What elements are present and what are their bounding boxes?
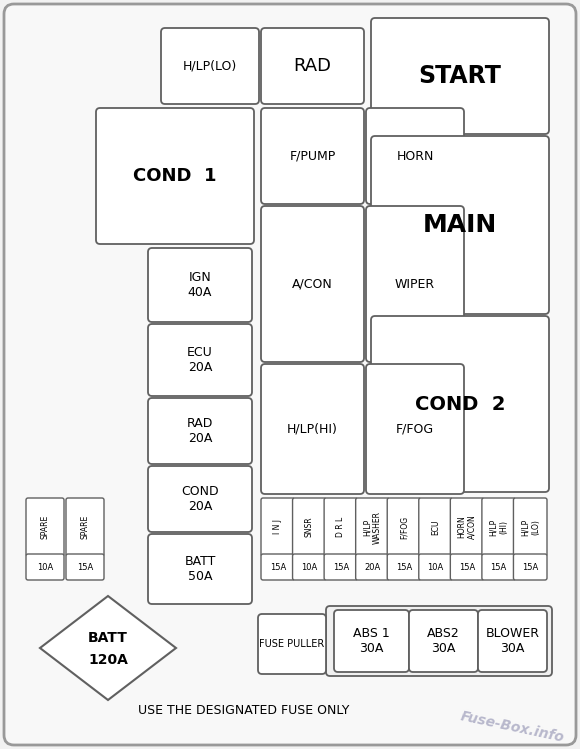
FancyBboxPatch shape <box>148 248 252 322</box>
FancyBboxPatch shape <box>261 364 364 494</box>
Text: WIPER: WIPER <box>395 277 435 291</box>
Text: 15A: 15A <box>333 562 349 571</box>
Text: 10A: 10A <box>427 562 444 571</box>
Text: BATT: BATT <box>88 631 128 645</box>
FancyBboxPatch shape <box>148 534 252 604</box>
FancyBboxPatch shape <box>356 554 389 580</box>
FancyBboxPatch shape <box>66 554 104 580</box>
Text: SPARE: SPARE <box>81 515 89 539</box>
FancyBboxPatch shape <box>513 498 547 556</box>
FancyBboxPatch shape <box>324 554 358 580</box>
FancyBboxPatch shape <box>450 554 484 580</box>
Text: 15A: 15A <box>77 562 93 571</box>
Text: MAIN: MAIN <box>423 213 497 237</box>
FancyBboxPatch shape <box>371 18 549 134</box>
FancyBboxPatch shape <box>96 108 254 244</box>
Text: SNSR: SNSR <box>305 517 314 537</box>
FancyBboxPatch shape <box>387 554 420 580</box>
FancyBboxPatch shape <box>26 554 64 580</box>
FancyBboxPatch shape <box>409 610 478 672</box>
FancyBboxPatch shape <box>513 554 547 580</box>
FancyBboxPatch shape <box>261 498 295 556</box>
FancyBboxPatch shape <box>450 498 484 556</box>
Text: COND  2: COND 2 <box>415 395 505 413</box>
Text: D R L: D R L <box>336 517 345 537</box>
FancyBboxPatch shape <box>292 498 326 556</box>
FancyBboxPatch shape <box>334 610 409 672</box>
Text: 120A: 120A <box>88 653 128 667</box>
Text: USE THE DESIGNATED FUSE ONLY: USE THE DESIGNATED FUSE ONLY <box>138 705 349 718</box>
FancyBboxPatch shape <box>258 614 326 674</box>
FancyBboxPatch shape <box>419 498 452 556</box>
FancyBboxPatch shape <box>148 324 252 396</box>
Text: ECU
20A: ECU 20A <box>187 346 213 374</box>
Text: 10A: 10A <box>301 562 317 571</box>
Text: H/LP
WASHER: H/LP WASHER <box>362 511 382 544</box>
Text: 15A: 15A <box>270 562 286 571</box>
FancyBboxPatch shape <box>261 554 295 580</box>
FancyBboxPatch shape <box>292 554 326 580</box>
FancyBboxPatch shape <box>26 498 64 556</box>
Text: 20A: 20A <box>364 562 380 571</box>
Text: RAD
20A: RAD 20A <box>187 417 213 445</box>
FancyBboxPatch shape <box>482 554 516 580</box>
Text: START: START <box>419 64 502 88</box>
Text: BATT
50A: BATT 50A <box>184 555 216 583</box>
Text: F/FOG: F/FOG <box>396 422 434 435</box>
Text: FUSE PULLER: FUSE PULLER <box>259 639 325 649</box>
Text: 15A: 15A <box>522 562 538 571</box>
FancyBboxPatch shape <box>366 108 464 204</box>
FancyBboxPatch shape <box>66 498 104 556</box>
Text: ECU: ECU <box>431 519 440 535</box>
FancyBboxPatch shape <box>148 466 252 532</box>
Polygon shape <box>40 596 176 700</box>
Text: 15A: 15A <box>459 562 475 571</box>
FancyBboxPatch shape <box>148 398 252 464</box>
Text: HORN: HORN <box>396 150 434 163</box>
Text: RAD: RAD <box>293 57 332 75</box>
Text: ABS2
30A: ABS2 30A <box>427 627 460 655</box>
Text: BLOWER
30A: BLOWER 30A <box>485 627 539 655</box>
Text: H/LP
(HI): H/LP (HI) <box>489 518 508 536</box>
Text: ABS 1
30A: ABS 1 30A <box>353 627 390 655</box>
Text: IGN
40A: IGN 40A <box>188 271 212 299</box>
Text: F/PUMP: F/PUMP <box>289 150 336 163</box>
Text: Fuse-Box.info: Fuse-Box.info <box>459 709 566 745</box>
Text: HORN
A/CON: HORN A/CON <box>458 515 477 539</box>
FancyBboxPatch shape <box>387 498 420 556</box>
FancyBboxPatch shape <box>366 206 464 362</box>
Text: H/LP(LO): H/LP(LO) <box>183 59 237 73</box>
FancyBboxPatch shape <box>356 498 389 556</box>
Text: COND
20A: COND 20A <box>181 485 219 513</box>
FancyBboxPatch shape <box>261 206 364 362</box>
FancyBboxPatch shape <box>4 4 576 745</box>
FancyBboxPatch shape <box>366 364 464 494</box>
Text: 10A: 10A <box>37 562 53 571</box>
FancyBboxPatch shape <box>326 606 552 676</box>
FancyBboxPatch shape <box>371 316 549 492</box>
FancyBboxPatch shape <box>419 554 452 580</box>
FancyBboxPatch shape <box>482 498 516 556</box>
Text: H/LP(HI): H/LP(HI) <box>287 422 338 435</box>
Text: 15A: 15A <box>491 562 507 571</box>
FancyBboxPatch shape <box>261 108 364 204</box>
FancyBboxPatch shape <box>478 610 547 672</box>
Text: I N J: I N J <box>273 520 282 535</box>
FancyBboxPatch shape <box>261 28 364 104</box>
Text: 15A: 15A <box>396 562 412 571</box>
Text: F/FOG: F/FOG <box>400 515 408 539</box>
FancyBboxPatch shape <box>324 498 358 556</box>
Text: H/LP
(LO): H/LP (LO) <box>520 518 540 536</box>
FancyBboxPatch shape <box>161 28 259 104</box>
Text: SPARE: SPARE <box>41 515 49 539</box>
FancyBboxPatch shape <box>371 136 549 314</box>
Text: A/CON: A/CON <box>292 277 333 291</box>
Text: COND  1: COND 1 <box>133 167 217 185</box>
